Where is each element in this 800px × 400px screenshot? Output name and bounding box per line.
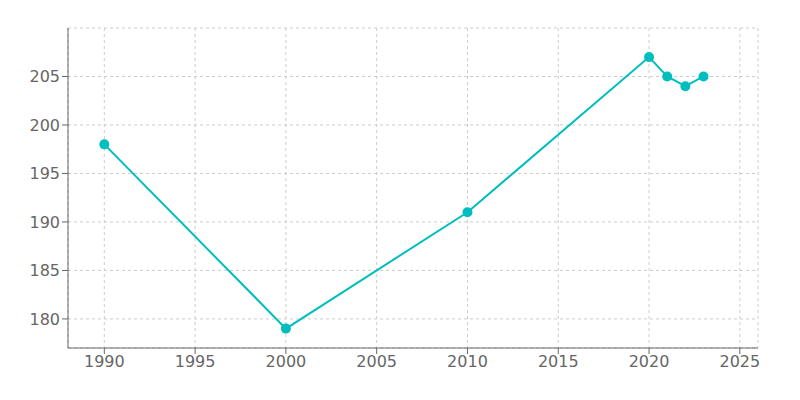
- svg-text:2005: 2005: [356, 352, 397, 371]
- svg-text:205: 205: [29, 67, 60, 86]
- svg-text:2000: 2000: [266, 352, 307, 371]
- svg-text:2025: 2025: [719, 352, 760, 371]
- svg-text:2020: 2020: [629, 352, 670, 371]
- svg-text:195: 195: [29, 164, 60, 183]
- svg-text:180: 180: [29, 310, 60, 329]
- svg-text:2010: 2010: [447, 352, 488, 371]
- svg-text:185: 185: [29, 261, 60, 280]
- svg-text:2015: 2015: [538, 352, 579, 371]
- svg-text:200: 200: [29, 116, 60, 135]
- svg-text:1995: 1995: [175, 352, 216, 371]
- svg-text:1990: 1990: [84, 352, 125, 371]
- svg-text:190: 190: [29, 213, 60, 232]
